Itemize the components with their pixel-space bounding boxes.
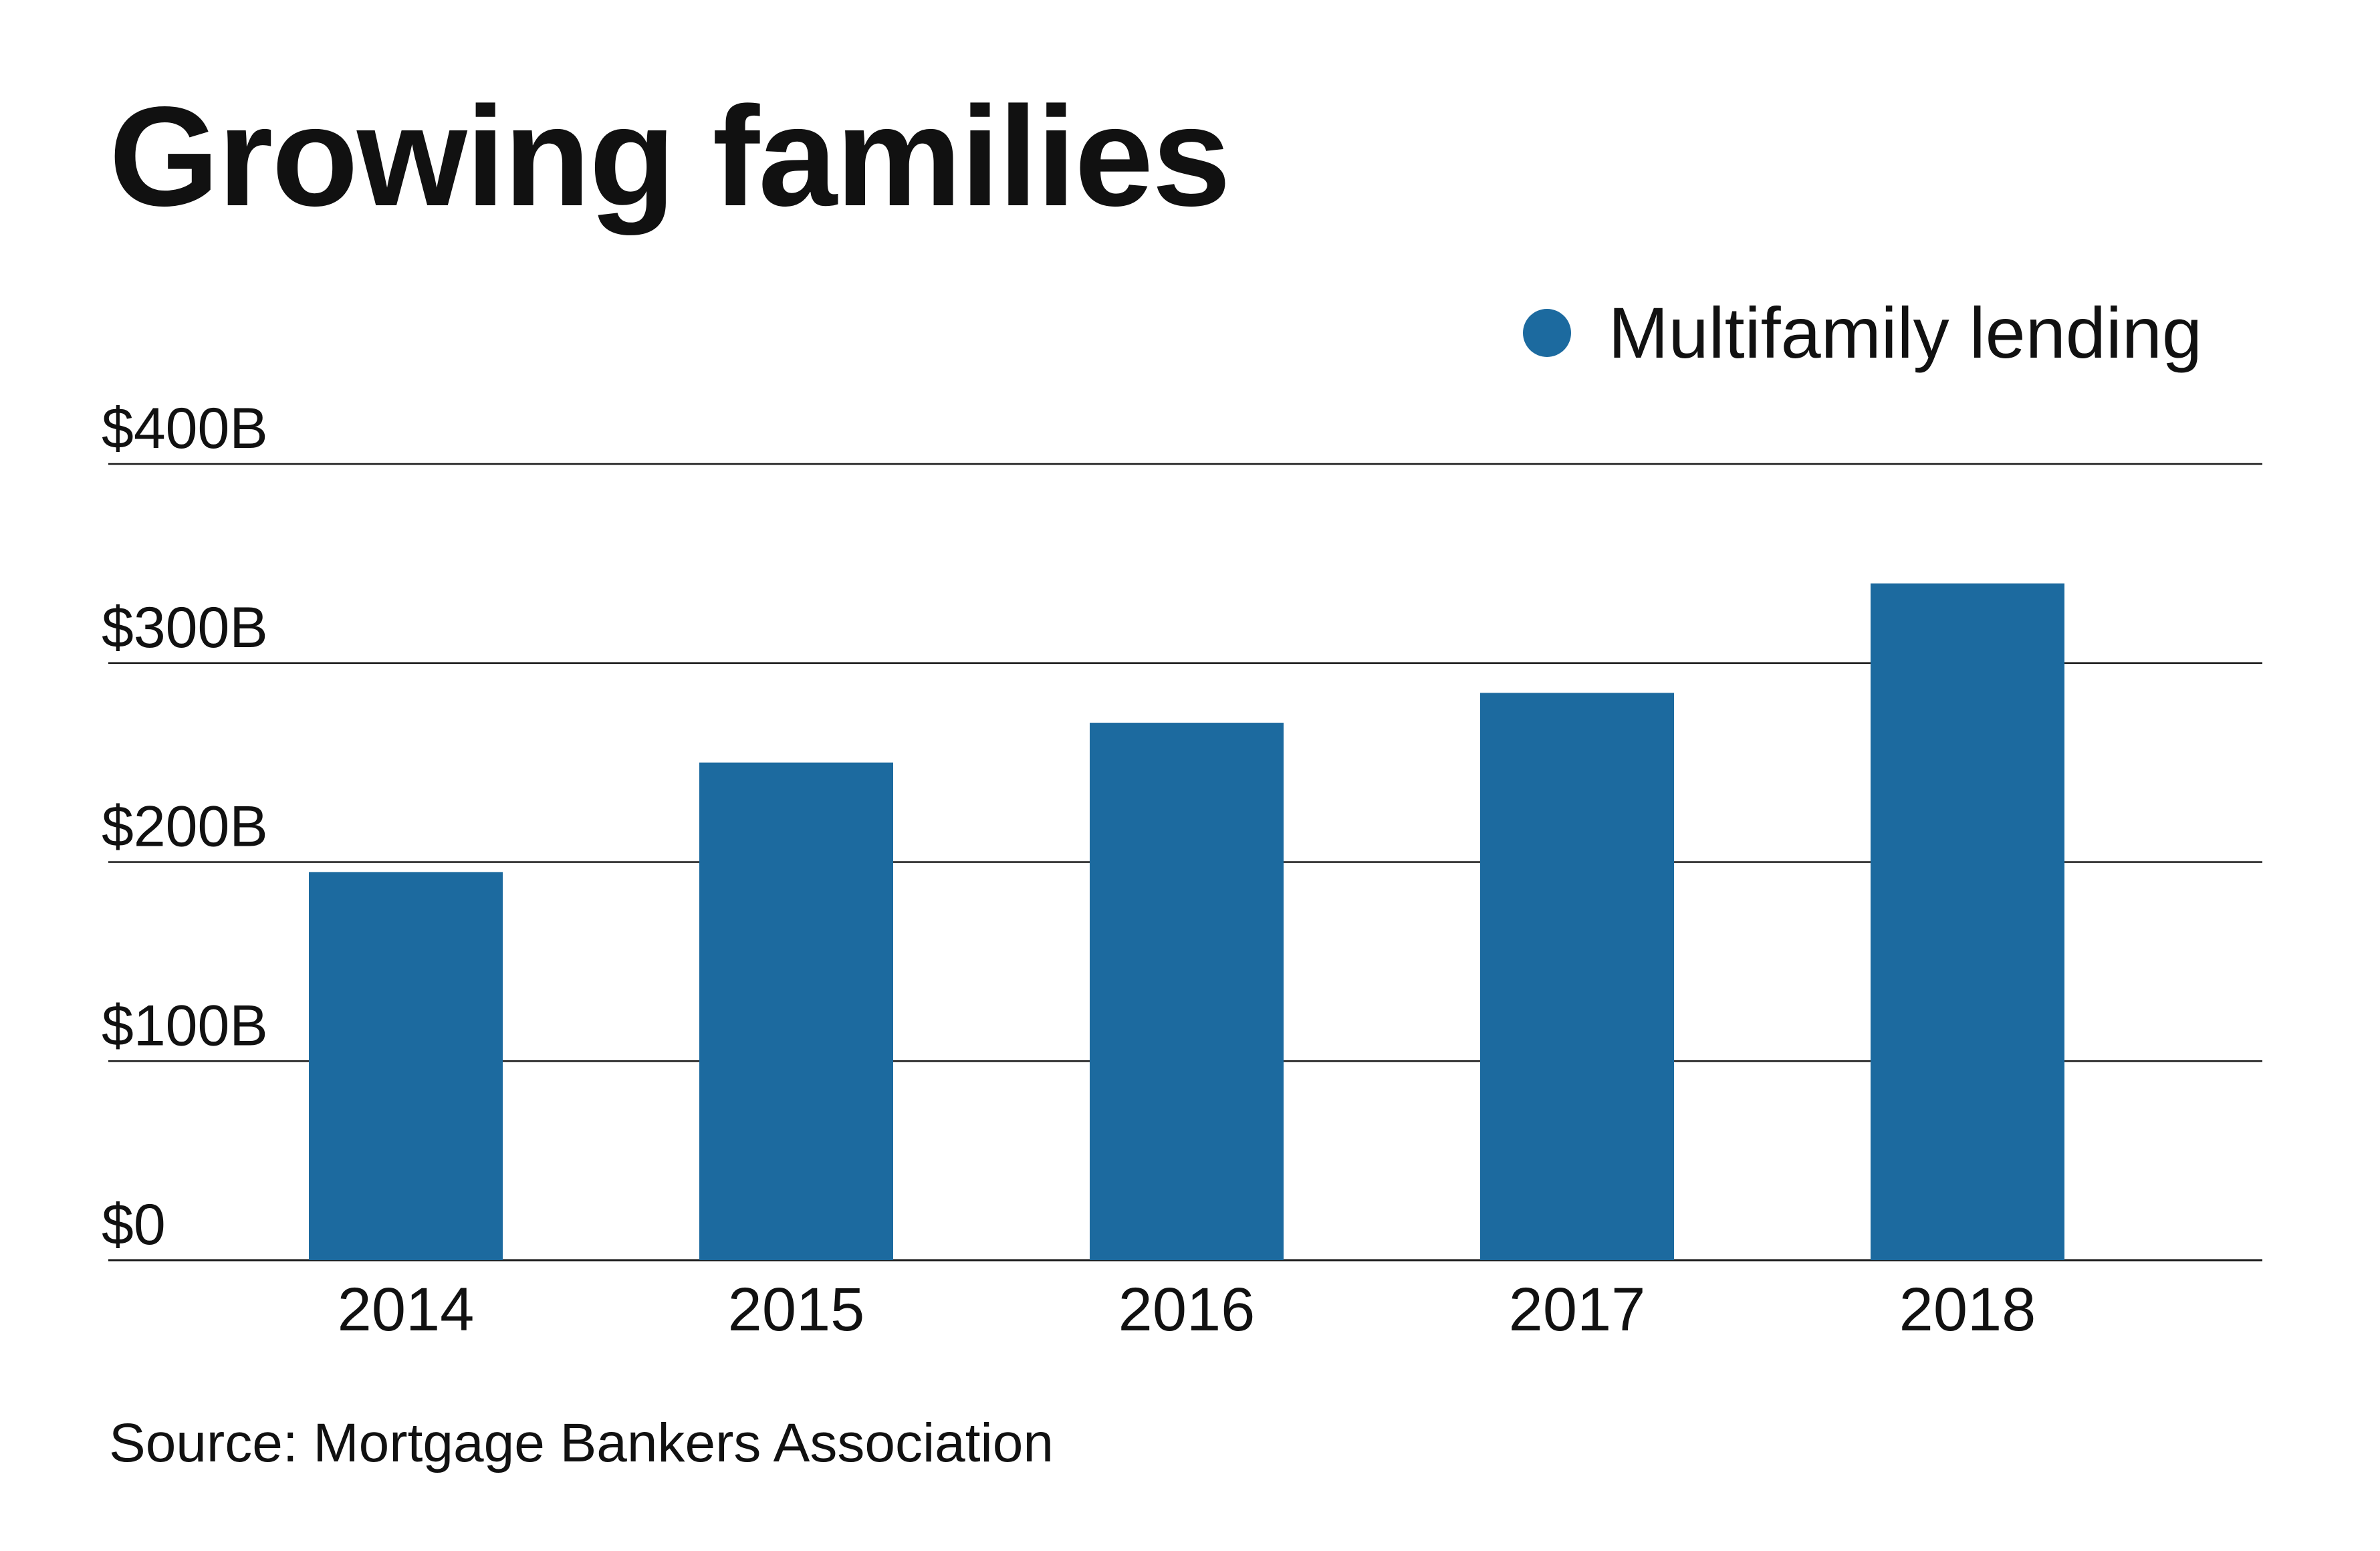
x-axis-tick-labels: 2014 2015 2016 2017 2018 [338,1276,2036,1344]
y-tick-label: $300B [102,596,268,660]
y-tick-label: $400B [102,396,268,461]
bars [309,583,2064,1260]
bar-2016 [1090,723,1284,1260]
x-tick-label: 2018 [1899,1276,2036,1344]
x-tick-label: 2016 [1118,1276,1256,1344]
bar-2015 [699,762,893,1260]
y-tick-label: $0 [102,1193,166,1257]
bar-2018 [1871,583,2064,1260]
bar-2017 [1480,693,1674,1260]
legend-label: Multifamily lending [1608,292,2202,373]
bar-2014 [309,872,503,1260]
y-tick-label: $100B [102,993,268,1058]
y-axis-tick-labels: $0 $100B $200B $300B $400B [102,396,268,1257]
x-tick-label: 2015 [728,1276,865,1344]
legend: Multifamily lending [1522,292,2202,373]
source-note: Source: Mortgage Bankers Association [109,1413,1054,1473]
chart-title: Growing families [109,77,1231,235]
y-tick-label: $200B [102,795,268,859]
x-tick-label: 2014 [338,1276,475,1344]
legend-dot-icon [1522,309,1571,357]
x-tick-label: 2017 [1509,1276,1646,1344]
